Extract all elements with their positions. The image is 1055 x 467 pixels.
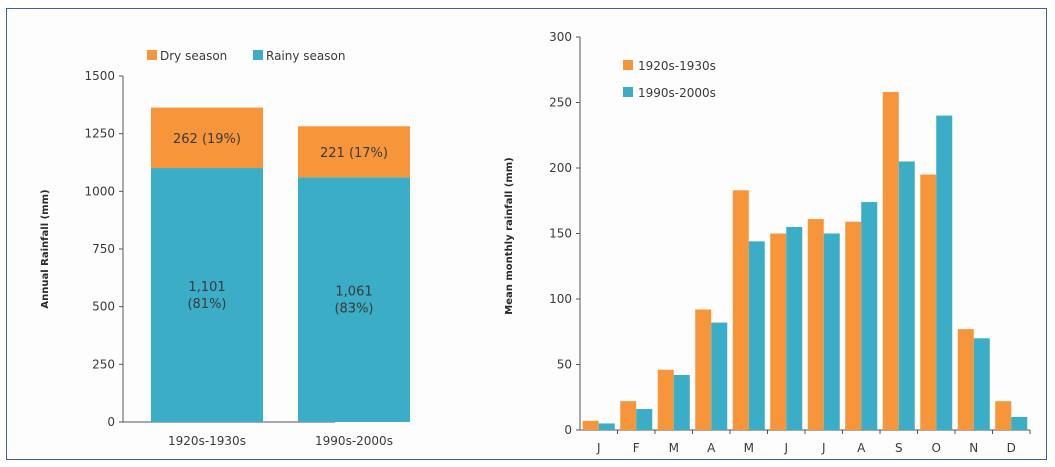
x-tick-label: J [783,441,788,455]
bar-1920s-1930s [770,233,787,430]
x-tick-label: M [744,441,754,455]
bar-1920s-1930s [807,219,824,430]
y-tick-label: 50 [557,358,572,372]
bar-1990s-2000s [598,423,615,430]
bar-1920s-1930s [995,401,1012,430]
bar-1920s-1930s [732,190,749,430]
y-tick-label: 300 [549,30,572,44]
bar-1920s-1930s [957,329,974,430]
legend-swatch-dry [147,50,157,60]
dry-value-label: 221 (17%) [320,146,388,161]
legend-label-dry: Dry season [160,49,227,63]
y-tick-label: 1250 [84,127,115,141]
legend-label-1920s: 1920s-1930s [638,59,716,73]
bar-1920s-1930s [620,401,637,430]
legend-label-1990s: 1990s-2000s [638,86,716,100]
dry-value-label: 262 (19%) [173,132,241,147]
rainy-value-label: 1,101 [188,280,225,295]
y-tick-label: 250 [549,96,572,110]
legend-swatch-1990s [623,87,633,97]
x-tick-label: A [857,441,866,455]
legend-swatch-1920s [623,60,633,70]
legend-label-rainy: Rainy season [266,49,345,63]
bar-1920s-1930s [845,221,862,430]
bar-1990s-2000s [823,233,840,430]
x-tick-label: O [932,441,941,455]
x-tick-label: A [707,441,716,455]
monthly-rainfall-chart: 0 50 100 150 200 250 300 Mean monthly rainfall … [504,30,1031,455]
x-tick-label: J [596,441,601,455]
y-tick-label: 0 [564,423,572,437]
y-tick-label: 750 [92,242,115,256]
x-tick-label: 1990s-2000s [315,434,393,448]
bar-1990s-2000s [786,226,803,430]
y-tick-label: 1000 [84,184,115,198]
dry-season-bar [151,107,263,169]
x-tick-label: 1920s-1930s [168,434,246,448]
bar-1990s-2000s [673,374,690,430]
rainy-season-bar [298,177,410,422]
legend-swatch-rainy [253,50,263,60]
bar-1920s-1930s [882,92,899,431]
y-tick-label: 0 [107,415,115,429]
y-axis-title: Annual Rainfall (mm) [40,189,51,308]
annual-rainfall-chart: 0 250 500 750 1000 1250 1500 Annual Rainfall (m… [40,49,410,448]
x-tick-label: S [895,441,903,455]
y-axis-title: Mean monthly rainfall (mm) [504,157,515,314]
y-tick-label: 200 [549,161,572,175]
x-tick-label: M [669,441,679,455]
bar-1920s-1930s [920,174,937,430]
x-tick-label: J [821,441,826,455]
rainy-season-bar [151,168,263,422]
bar-1990s-2000s [748,241,765,430]
bar-1990s-2000s [861,202,878,430]
y-tick-label: 150 [549,227,572,241]
x-tick-label: F [633,441,640,455]
bar-1920s-1930s [695,309,712,430]
bar-1990s-2000s [973,338,990,430]
dry-season-bar [298,126,410,178]
bar-1990s-2000s [711,322,728,430]
bar-1990s-2000s [1011,416,1028,430]
y-tick-label: 250 [92,357,115,371]
x-tick-label: N [969,441,978,455]
y-tick-label: 1500 [84,69,115,83]
bar-1990s-2000s [636,409,653,430]
x-tick-label: D [1007,441,1016,455]
bar-1920s-1930s [657,369,674,430]
y-tick-label: 500 [92,300,115,314]
rainy-percent-label: (81%) [187,297,226,312]
bar-1990s-2000s [898,161,915,430]
rainy-value-label: 1,061 [335,285,372,300]
y-tick-label: 100 [549,292,572,306]
bar-1990s-2000s [936,115,953,430]
rainy-percent-label: (83%) [334,302,373,317]
bar-1920s-1930s [582,420,599,430]
